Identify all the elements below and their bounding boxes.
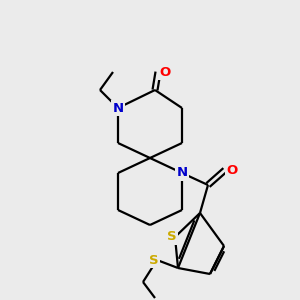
Text: S: S <box>167 230 177 244</box>
Text: O: O <box>226 164 238 176</box>
Text: O: O <box>159 65 171 79</box>
Text: N: N <box>176 167 188 179</box>
Text: N: N <box>112 101 124 115</box>
Text: S: S <box>149 254 159 266</box>
